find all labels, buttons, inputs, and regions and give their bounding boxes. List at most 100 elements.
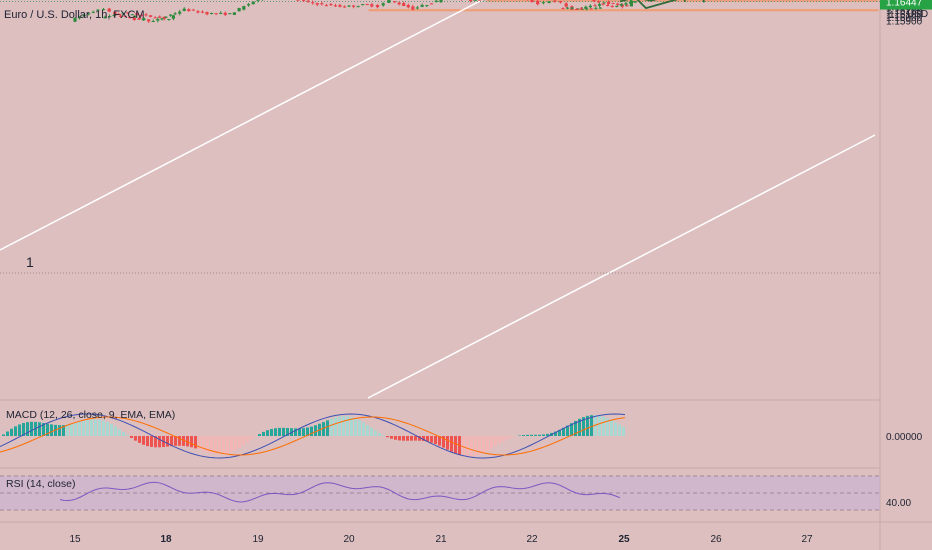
macd-bar-neg — [186, 436, 189, 447]
macd-bar-neg — [170, 436, 173, 447]
candle-down — [620, 4, 624, 7]
candle-up — [434, 0, 438, 2]
candle-up — [112, 14, 116, 16]
candle-down — [593, 5, 597, 7]
candle-down — [616, 3, 620, 5]
candle-down — [128, 17, 132, 19]
candle-up — [246, 4, 251, 6]
macd-bar-neg — [474, 436, 477, 457]
candle-down — [592, 0, 596, 2]
channel-lower-line — [367, 134, 876, 399]
macd-bar-neg — [246, 436, 249, 443]
candle-up — [219, 12, 223, 14]
macd-bar-pos — [114, 426, 117, 436]
macd-bar-pos — [354, 418, 357, 436]
macd-bar-neg — [434, 436, 437, 445]
macd-bar-pos — [326, 420, 329, 436]
macd-bar-neg — [462, 436, 465, 457]
candle-up — [381, 3, 385, 6]
macd-bar-pos — [26, 422, 29, 436]
macd-bar-neg — [438, 436, 441, 446]
rsi-band — [0, 476, 880, 510]
candle-up — [77, 16, 82, 19]
macd-bar-pos — [362, 422, 365, 436]
date-tick-label: 27 — [801, 534, 813, 545]
candle-up — [167, 18, 171, 20]
candle-up — [178, 11, 182, 14]
macd-bar-neg — [406, 436, 409, 441]
macd-bar-neg — [502, 436, 505, 442]
candle-up — [151, 21, 155, 23]
macd-bar-pos — [622, 426, 625, 436]
macd-bar-neg — [450, 436, 453, 452]
resistance-zone — [486, 0, 879, 2]
macd-bar-pos — [614, 422, 617, 436]
macd-bar-neg — [386, 436, 389, 438]
date-tick-label: 26 — [710, 534, 722, 545]
macd-bar-neg — [130, 436, 133, 438]
macd-bar-neg — [506, 436, 509, 440]
macd-bar-pos — [106, 421, 109, 436]
candle-up — [133, 16, 137, 18]
macd-bar-neg — [166, 436, 169, 447]
candle-up — [415, 7, 419, 9]
macd-bar-pos — [602, 416, 605, 436]
price-axis-top-label: 1. — [889, 10, 897, 21]
rsi-level-label: 40.00 — [886, 498, 911, 509]
candle-down — [342, 6, 347, 8]
candle-up — [594, 7, 598, 9]
candle-up — [387, 0, 391, 3]
macd-bar-pos — [330, 418, 333, 436]
candle-up — [103, 16, 107, 19]
macd-bar-neg — [146, 436, 149, 447]
macd-bar-neg — [490, 436, 493, 449]
candle-down — [530, 0, 534, 3]
candle-down — [223, 12, 227, 15]
macd-bar-neg — [478, 436, 481, 455]
candle-down — [611, 3, 615, 5]
macd-bar-pos — [46, 423, 49, 436]
macd-bar-neg — [446, 436, 449, 450]
macd-bar-neg — [158, 436, 161, 448]
macd-bar-pos — [2, 434, 5, 436]
candle-down — [132, 17, 136, 21]
macd-bar-pos — [366, 424, 369, 436]
candle-down — [214, 13, 218, 15]
candle-down — [375, 4, 380, 8]
macd-bar-pos — [530, 434, 533, 436]
macd-zero-label: 0.00000 — [886, 432, 923, 443]
macd-bar-pos — [286, 428, 289, 436]
candle-up — [121, 13, 125, 15]
macd-bar-neg — [206, 436, 209, 453]
candle-down — [113, 11, 117, 16]
macd-bar-neg — [410, 436, 413, 441]
macd-bar-pos — [370, 427, 373, 436]
macd-bar-neg — [422, 436, 425, 442]
candle-up — [356, 6, 360, 8]
macd-bar-pos — [282, 427, 285, 436]
candle-up — [82, 14, 86, 17]
candle-down — [296, 0, 300, 1]
candle-down — [324, 5, 328, 7]
macd-bar-neg — [210, 436, 213, 454]
candle-down — [137, 17, 142, 19]
macd-bar-pos — [606, 418, 609, 436]
macd-bar-pos — [306, 427, 309, 436]
candle-up — [629, 0, 633, 7]
candle-up — [633, 1, 637, 3]
macd-line — [0, 413, 626, 459]
candle-down — [429, 3, 434, 5]
date-tick-label: 21 — [435, 534, 447, 545]
macd-bar-pos — [598, 415, 601, 436]
macd-bar-pos — [278, 427, 281, 436]
candle-up — [588, 5, 592, 8]
candle-up — [584, 6, 588, 9]
candle-up — [425, 5, 429, 7]
macd-bar-pos — [10, 428, 13, 436]
macd-bar-pos — [578, 418, 581, 436]
candle-up — [160, 18, 164, 20]
macd-bar-pos — [274, 428, 277, 436]
candle-down — [596, 1, 601, 3]
candle-down — [119, 15, 123, 17]
